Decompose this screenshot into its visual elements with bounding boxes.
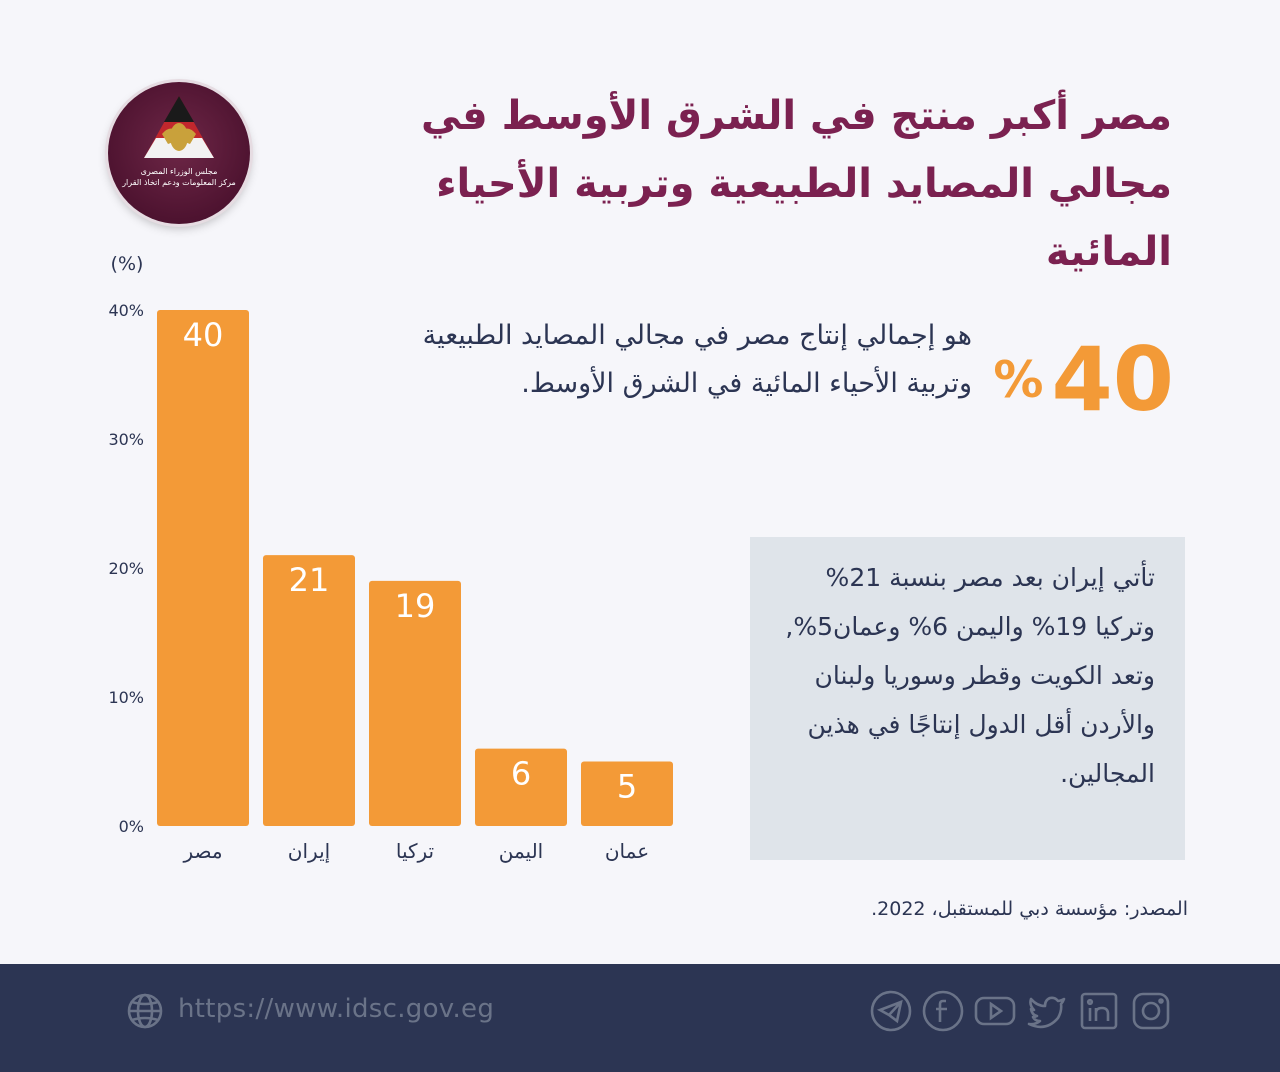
facebook-icon[interactable] — [922, 990, 964, 1032]
x-category-label: مصر — [182, 839, 222, 863]
y-tick-label: 20% — [108, 559, 144, 578]
idsc-logo: مجلس الوزراء المصرى مركز المعلومات ودعم … — [108, 82, 250, 224]
social-links — [870, 990, 1172, 1032]
bar-2 — [263, 555, 355, 826]
bar-chart: (%) 0% 10% 20% 30% 40% 40 مصر 21 إيران 19 تركيا 6 الي… — [108, 253, 673, 864]
bar-value-label: 6 — [511, 755, 531, 793]
source-note: المصدر: مؤسسة دبي للمستقبل، 2022. — [871, 898, 1188, 920]
page-title: مصر أكبر منتج في الشرق الأوسط في مجالي ا… — [421, 93, 1172, 275]
y-tick-label: 0% — [119, 817, 144, 836]
info-text: تأتي إيران بعد مصر بنسبة 21% وتركيا 19% … — [785, 563, 1155, 788]
bar-value-label: 19 — [395, 587, 436, 625]
x-category-label: إيران — [288, 839, 330, 864]
bar-value-label: 40 — [183, 316, 224, 354]
footer: https://www.idsc.gov.eg — [0, 964, 1280, 1072]
bar-1 — [157, 310, 249, 826]
telegram-icon[interactable] — [870, 990, 912, 1032]
bar-value-label: 5 — [617, 768, 637, 806]
website-link[interactable]: https://www.idsc.gov.eg — [178, 994, 495, 1024]
linkedin-icon[interactable] — [1078, 990, 1120, 1032]
y-tick-label: 10% — [108, 688, 144, 707]
highlight-percent-sign: % — [993, 351, 1044, 409]
highlight-value: 40 — [1051, 328, 1174, 431]
logo-emblem — [144, 96, 214, 158]
bar-value-label: 21 — [289, 561, 330, 599]
x-category-label: تركيا — [396, 839, 434, 863]
bar-3 — [369, 580, 461, 826]
logo-caption-line2: مركز المعلومات ودعم اتخاذ القرار — [122, 178, 236, 187]
twitter-icon[interactable] — [1026, 990, 1068, 1032]
bar-5 — [581, 761, 673, 826]
x-category-label: عمان — [605, 839, 649, 863]
highlight-description: هو إجمالي إنتاج مصر في مجالي المصايد الط… — [422, 320, 972, 399]
instagram-icon[interactable] — [1130, 990, 1172, 1032]
youtube-icon[interactable] — [974, 990, 1016, 1032]
y-axis-label: (%) — [111, 253, 144, 275]
info-box: تأتي إيران بعد مصر بنسبة 21% وتركيا 19% … — [750, 537, 1185, 860]
logo-caption-line1: مجلس الوزراء المصرى — [140, 167, 218, 176]
bar-4 — [475, 748, 567, 826]
y-tick-label: 40% — [108, 301, 144, 320]
globe-icon — [127, 993, 163, 1029]
highlight-stat: %40 — [974, 320, 1174, 440]
y-tick-label: 30% — [108, 430, 144, 449]
x-category-label: اليمن — [499, 839, 543, 863]
